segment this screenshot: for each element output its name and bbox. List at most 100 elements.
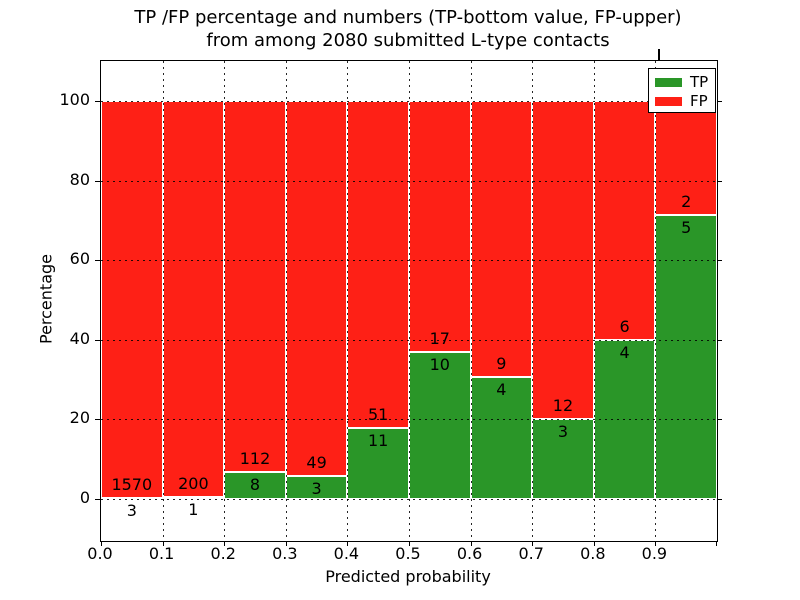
x-tick-label: 0.0 bbox=[87, 544, 113, 563]
chart-title-line1: TP /FP percentage and numbers (TP-bottom… bbox=[134, 7, 682, 28]
legend-label-fp: FP bbox=[690, 92, 708, 110]
x-tick-mark bbox=[347, 541, 349, 546]
x-tick-label: 0.7 bbox=[518, 544, 544, 563]
horizontal-gridline bbox=[101, 419, 717, 421]
fp-count-label: 12 bbox=[552, 396, 574, 416]
tp-count-label: 4 bbox=[496, 379, 507, 399]
vertical-gridline bbox=[655, 61, 657, 541]
chart-title-line2: from among 2080 submitted L-type contact… bbox=[206, 30, 610, 51]
plot-area: TP FP 1570 3 200 1 112 8 49 3 51 11 17 10 9 4 12 3 6 4 2 5 bbox=[95, 49, 722, 546]
x-tick-label: 0.9 bbox=[641, 544, 668, 563]
y-tick-label: 0 bbox=[79, 488, 90, 507]
fp-count-label: 112 bbox=[239, 449, 271, 469]
vertical-gridline bbox=[409, 61, 410, 541]
vertical-gridline bbox=[224, 61, 226, 541]
x-tick-label: 0.8 bbox=[580, 544, 606, 563]
y-tick-label: 100 bbox=[59, 90, 90, 109]
x-tick-label: 0.1 bbox=[148, 544, 175, 563]
tp-count-label: 11 bbox=[368, 431, 389, 451]
bar-tp-segment bbox=[532, 419, 594, 499]
y-tick-mark bbox=[95, 419, 100, 421]
y-tick-label: 20 bbox=[69, 408, 90, 428]
vertical-gridline bbox=[347, 61, 349, 541]
fp-count-label: 17 bbox=[429, 328, 450, 348]
horizontal-gridline bbox=[101, 260, 717, 262]
x-tick-label: 0.4 bbox=[333, 544, 360, 563]
fp-count-label: 9 bbox=[496, 353, 507, 373]
fp-count-label: 1570 bbox=[111, 475, 153, 495]
x-axis-label: Predicted probability bbox=[325, 567, 491, 586]
legend-swatch-fp bbox=[655, 97, 682, 106]
legend-swatch-tp bbox=[655, 78, 682, 87]
tp-count-label: 3 bbox=[557, 422, 569, 442]
x-tick-mark bbox=[593, 541, 595, 546]
x-tick-mark bbox=[162, 541, 164, 546]
x-tick-mark bbox=[655, 541, 657, 546]
tp-count-label: 8 bbox=[249, 475, 261, 495]
bar-fp-segment bbox=[347, 101, 409, 429]
bar-tp-segment bbox=[409, 351, 471, 499]
x-tick-label: 0.5 bbox=[395, 544, 421, 563]
vertical-gridline bbox=[285, 61, 287, 541]
legend: TP FP bbox=[648, 68, 716, 113]
legend-item-fp: FP bbox=[655, 92, 715, 111]
x-tick-mark bbox=[409, 541, 410, 546]
bar-tp-segment bbox=[655, 214, 717, 499]
bar-tp-segment bbox=[224, 472, 286, 499]
horizontal-gridline bbox=[101, 180, 717, 182]
y-tick-mark-right bbox=[717, 260, 722, 262]
y-tick-mark bbox=[95, 499, 100, 500]
y-tick-mark-right bbox=[717, 419, 722, 421]
x-tick-label: 0.2 bbox=[210, 544, 236, 563]
y-tick-label: 80 bbox=[69, 169, 90, 189]
tp-count-label: 1 bbox=[188, 500, 199, 520]
legend-item-tp: TP bbox=[655, 73, 715, 92]
tp-count-label: 4 bbox=[619, 342, 630, 362]
bar-tp-segment bbox=[470, 376, 533, 499]
y-tick-mark-right bbox=[717, 180, 722, 182]
chart-title: TP /FP percentage and numbers (TP-bottom… bbox=[100, 6, 716, 52]
y-tick-mark-right bbox=[717, 499, 722, 500]
x-tick-mark bbox=[224, 541, 226, 546]
vertical-gridline bbox=[470, 61, 472, 541]
tp-count-label: 3 bbox=[311, 479, 322, 499]
x-tick-label: 0.6 bbox=[456, 544, 483, 563]
bar-fp-segment bbox=[470, 101, 533, 377]
fp-count-label: 49 bbox=[306, 453, 327, 473]
y-tick-mark bbox=[95, 260, 100, 262]
x-tick-mark bbox=[532, 541, 534, 546]
y-tick-mark-right bbox=[717, 101, 722, 102]
fp-count-label: 51 bbox=[368, 405, 389, 425]
vertical-gridline bbox=[162, 61, 164, 541]
bar-fp-segment bbox=[101, 101, 163, 499]
horizontal-gridline bbox=[101, 101, 717, 102]
horizontal-gridline bbox=[101, 499, 717, 500]
bar-fp-segment bbox=[162, 101, 225, 498]
x-tick-mark bbox=[285, 541, 287, 546]
x-tick-label: 0.3 bbox=[272, 544, 298, 563]
x-tick-mark bbox=[101, 541, 102, 546]
tp-count-label: 5 bbox=[681, 217, 692, 237]
top-tick-mark bbox=[657, 49, 660, 61]
fp-count-label: 2 bbox=[681, 191, 692, 211]
tp-count-label: 3 bbox=[126, 501, 137, 521]
y-tick-label: 40 bbox=[69, 328, 90, 348]
x-tick-mark bbox=[716, 541, 717, 546]
vertical-gridline bbox=[593, 61, 595, 541]
y-tick-mark bbox=[95, 101, 100, 102]
y-tick-mark bbox=[95, 180, 100, 182]
tp-count-label: 10 bbox=[429, 354, 450, 374]
fp-count-label: 200 bbox=[178, 474, 209, 494]
vertical-gridline bbox=[532, 61, 534, 541]
bar-fp-segment bbox=[593, 101, 656, 340]
y-tick-mark-right bbox=[717, 339, 722, 341]
y-tick-label: 60 bbox=[69, 249, 90, 269]
x-tick-mark bbox=[470, 541, 472, 546]
legend-label-tp: TP bbox=[690, 73, 709, 91]
fp-count-label: 6 bbox=[619, 316, 630, 336]
bar-tp-segment bbox=[347, 428, 409, 499]
y-tick-mark bbox=[95, 339, 100, 341]
horizontal-gridline bbox=[101, 339, 717, 341]
bar-fp-segment bbox=[224, 101, 286, 473]
